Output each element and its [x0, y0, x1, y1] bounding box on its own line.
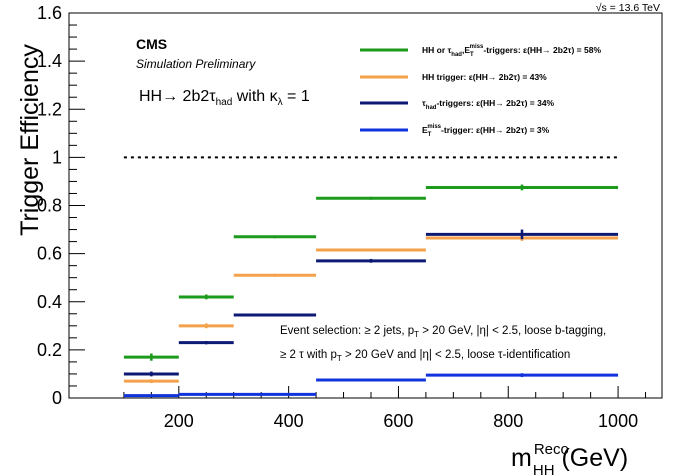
event-selection-line-1-b: > 20 GeV, |η| < 2.5, loose b-tagging, [419, 325, 606, 337]
y-tick-label: 1.6 [37, 3, 62, 23]
series-3 [123, 373, 619, 398]
data-series [123, 184, 619, 398]
event-selection-line-2-a: ≥ 2 τ with p [280, 349, 337, 361]
cms-label: CMS [136, 36, 167, 52]
legend-label-combined-pre: HH or τ [422, 45, 452, 55]
series-0 [123, 184, 619, 361]
event-selection-line-1-sub: T [414, 330, 419, 339]
event-selection-line-1-a: Event selection: ≥ 2 jets, p [280, 325, 414, 337]
sqrt-s-label: √s = 13.6 TeV [596, 2, 660, 14]
event-selection-line-1: Event selection: ≥ 2 jets, pT > 20 GeV, … [280, 325, 606, 339]
legend-label-tau-post: -triggers: ε(HH→ 2b2τ) = 34% [436, 98, 554, 108]
process-label-sub: had [216, 97, 233, 108]
process-label-kappa-value: = 1 [283, 88, 310, 105]
event-selection-line-2-b: > 20 GeV and |η| < 2.5, loose τ-identifi… [342, 349, 571, 361]
process-label: HH→ 2b2τhad with κλ = 1 [139, 88, 310, 108]
legend-label-met-post: -trigger: ε(HH→ 2b2τ) = 3% [441, 125, 550, 135]
y-axis-ticks: 0 0.2 0.4 0.6 0.8 1 1.2 1.4 1.6 [37, 3, 85, 408]
x-tick-label: 800 [493, 411, 523, 431]
legend-label-combined-sub2: T [470, 52, 474, 58]
legend-label-tau-pre: τ [422, 98, 426, 108]
x-tick-label: 1000 [598, 411, 638, 431]
process-label-kappa: with κ [232, 88, 278, 105]
event-selection-line-2: ≥ 2 τ with pT > 20 GeV and |η| < 2.5, lo… [280, 349, 570, 363]
x-tick-label: 600 [383, 411, 413, 431]
legend-label-combined-sup2: miss [470, 44, 484, 50]
x-tick-label: 400 [274, 411, 304, 431]
x-axis-title-unit: (GeV) [555, 444, 629, 472]
series-2 [123, 229, 619, 377]
y-tick-label: 0.6 [37, 244, 62, 264]
y-tick-label: 0 [52, 388, 62, 408]
y-tick-label: 0.2 [37, 340, 62, 360]
legend-label-combined-post: -triggers: ε(HH→ 2b2τ) = 58% [483, 45, 601, 55]
legend-label-met-sup: miss [427, 124, 441, 130]
legend-label-met-sub: T [428, 132, 432, 138]
y-tick-label: 0.4 [37, 292, 62, 312]
x-axis-title-sub: HH [533, 462, 555, 476]
legend-label-tau-triggers: τhad-triggers: ε(HH→ 2b2τ) = 34% [422, 98, 555, 111]
x-axis-title-sup: Reco [534, 441, 569, 458]
y-axis-title: Trigger Efficiency [16, 44, 44, 236]
y-tick-label: 1 [52, 147, 62, 167]
x-axis-ticks: 200 400 600 800 1000 [123, 386, 647, 431]
x-axis-title: m Reco HH (GeV) [511, 441, 628, 476]
event-selection-line-2-sub: T [337, 354, 342, 363]
legend-label-met-pre: E [422, 125, 428, 135]
legend-label-hh-trigger: HH trigger: ε(HH→ 2b2τ) = 43% [422, 72, 547, 82]
status-label: Simulation Preliminary [136, 57, 256, 71]
y-tick-label: 1.4 [37, 51, 62, 71]
legend-label-combined-sub1: had [451, 52, 462, 58]
legend-label-met-trigger: ETmiss-trigger: ε(HH→ 2b2τ) = 3% [422, 124, 550, 138]
y-tick-label: 0.8 [37, 196, 62, 216]
process-label-kappa-sub: λ [278, 97, 283, 108]
legend-label-combined-mid: ,E [462, 45, 470, 55]
x-tick-label: 200 [164, 411, 194, 431]
legend: HH or τhad,ETmiss-triggers: ε(HH→ 2b2τ) … [360, 44, 601, 138]
legend-label-tau-sub: had [426, 105, 437, 111]
legend-label-combined: HH or τhad,ETmiss-triggers: ε(HH→ 2b2τ) … [422, 44, 601, 58]
x-axis-title-m: m [511, 444, 532, 472]
process-label-main: HH→ 2b2τ [139, 88, 216, 105]
y-tick-label: 1.2 [37, 99, 62, 119]
